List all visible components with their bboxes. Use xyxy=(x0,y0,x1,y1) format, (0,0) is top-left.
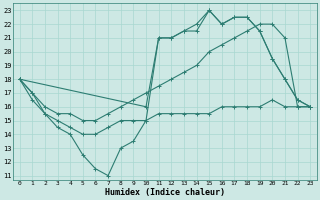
X-axis label: Humidex (Indice chaleur): Humidex (Indice chaleur) xyxy=(105,188,225,197)
